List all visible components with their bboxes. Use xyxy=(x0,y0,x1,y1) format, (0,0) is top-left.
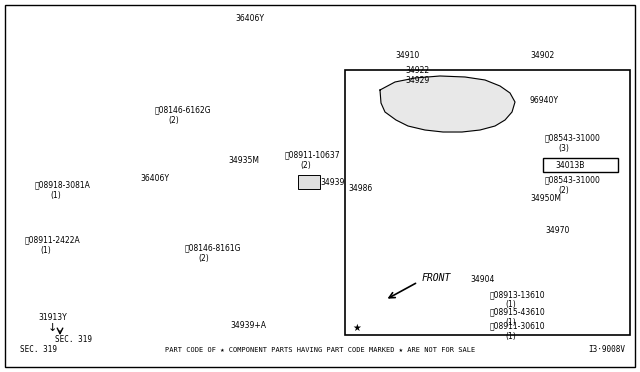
Ellipse shape xyxy=(488,30,532,60)
Text: 34986: 34986 xyxy=(348,183,372,192)
Circle shape xyxy=(538,141,542,145)
Text: (1): (1) xyxy=(505,301,516,310)
Text: ⒲08146-6162G: ⒲08146-6162G xyxy=(155,106,212,115)
Text: 36406Y: 36406Y xyxy=(235,13,264,22)
Text: 34013B: 34013B xyxy=(555,160,584,170)
Text: 34935M: 34935M xyxy=(228,155,259,164)
Text: (1): (1) xyxy=(40,246,51,254)
Text: ⓝ08918-3081A: ⓝ08918-3081A xyxy=(35,180,91,189)
Text: 34929: 34929 xyxy=(405,76,429,84)
Text: ⒲08146-8161G: ⒲08146-8161G xyxy=(185,244,241,253)
Text: 34904: 34904 xyxy=(470,276,494,285)
Text: 34902: 34902 xyxy=(530,51,554,60)
Circle shape xyxy=(303,168,307,172)
Text: (2): (2) xyxy=(168,115,179,125)
Circle shape xyxy=(63,253,67,257)
Text: (2): (2) xyxy=(300,160,311,170)
Circle shape xyxy=(448,73,452,77)
Bar xyxy=(298,175,320,189)
Circle shape xyxy=(546,163,550,167)
Text: I3·9008V: I3·9008V xyxy=(588,346,625,355)
Circle shape xyxy=(483,328,487,332)
Text: 34910: 34910 xyxy=(395,51,419,60)
Circle shape xyxy=(70,218,74,222)
Text: (1): (1) xyxy=(505,331,516,340)
Text: (2): (2) xyxy=(198,253,209,263)
Text: SEC. 319: SEC. 319 xyxy=(55,336,92,344)
Text: 34922: 34922 xyxy=(405,65,429,74)
Text: (1): (1) xyxy=(505,317,516,327)
Text: 36406Y: 36406Y xyxy=(140,173,169,183)
Bar xyxy=(543,158,618,172)
Text: ⓝ08911-10637: ⓝ08911-10637 xyxy=(285,151,340,160)
Text: (3): (3) xyxy=(558,144,569,153)
Text: 34970: 34970 xyxy=(545,225,570,234)
Text: ⓝ08911-2422A: ⓝ08911-2422A xyxy=(25,235,81,244)
Circle shape xyxy=(538,183,542,187)
Circle shape xyxy=(483,314,487,318)
Text: PART CODE OF ★ COMPONENT PARTS HAVING PART CODE MARKED ★ ARE NOT FOR SALE: PART CODE OF ★ COMPONENT PARTS HAVING PA… xyxy=(165,347,475,353)
Text: 96940Y: 96940Y xyxy=(530,96,559,105)
Text: Ⓝ08543-31000: Ⓝ08543-31000 xyxy=(545,176,601,185)
Circle shape xyxy=(228,250,232,253)
Text: 34939+A: 34939+A xyxy=(230,321,266,330)
Bar xyxy=(345,70,630,335)
Circle shape xyxy=(483,297,487,301)
Text: FRONT: FRONT xyxy=(422,273,451,283)
Text: 34939: 34939 xyxy=(320,177,344,186)
Text: (2): (2) xyxy=(558,186,569,195)
Text: ⓝ08911-30610: ⓝ08911-30610 xyxy=(490,321,546,330)
Text: ⓝ08913-13610: ⓝ08913-13610 xyxy=(490,291,546,299)
Polygon shape xyxy=(380,76,515,132)
Text: Ⓝ08543-31000: Ⓝ08543-31000 xyxy=(545,134,601,142)
Text: ★: ★ xyxy=(352,323,361,333)
Text: (1): (1) xyxy=(50,190,61,199)
Text: Ⓜ08915-43610: Ⓜ08915-43610 xyxy=(490,308,546,317)
Text: SEC. 319: SEC. 319 xyxy=(20,346,57,355)
Text: 31913Y: 31913Y xyxy=(38,314,67,323)
Circle shape xyxy=(244,119,248,122)
Text: ↓: ↓ xyxy=(48,323,58,333)
Text: 34950M: 34950M xyxy=(530,193,561,202)
